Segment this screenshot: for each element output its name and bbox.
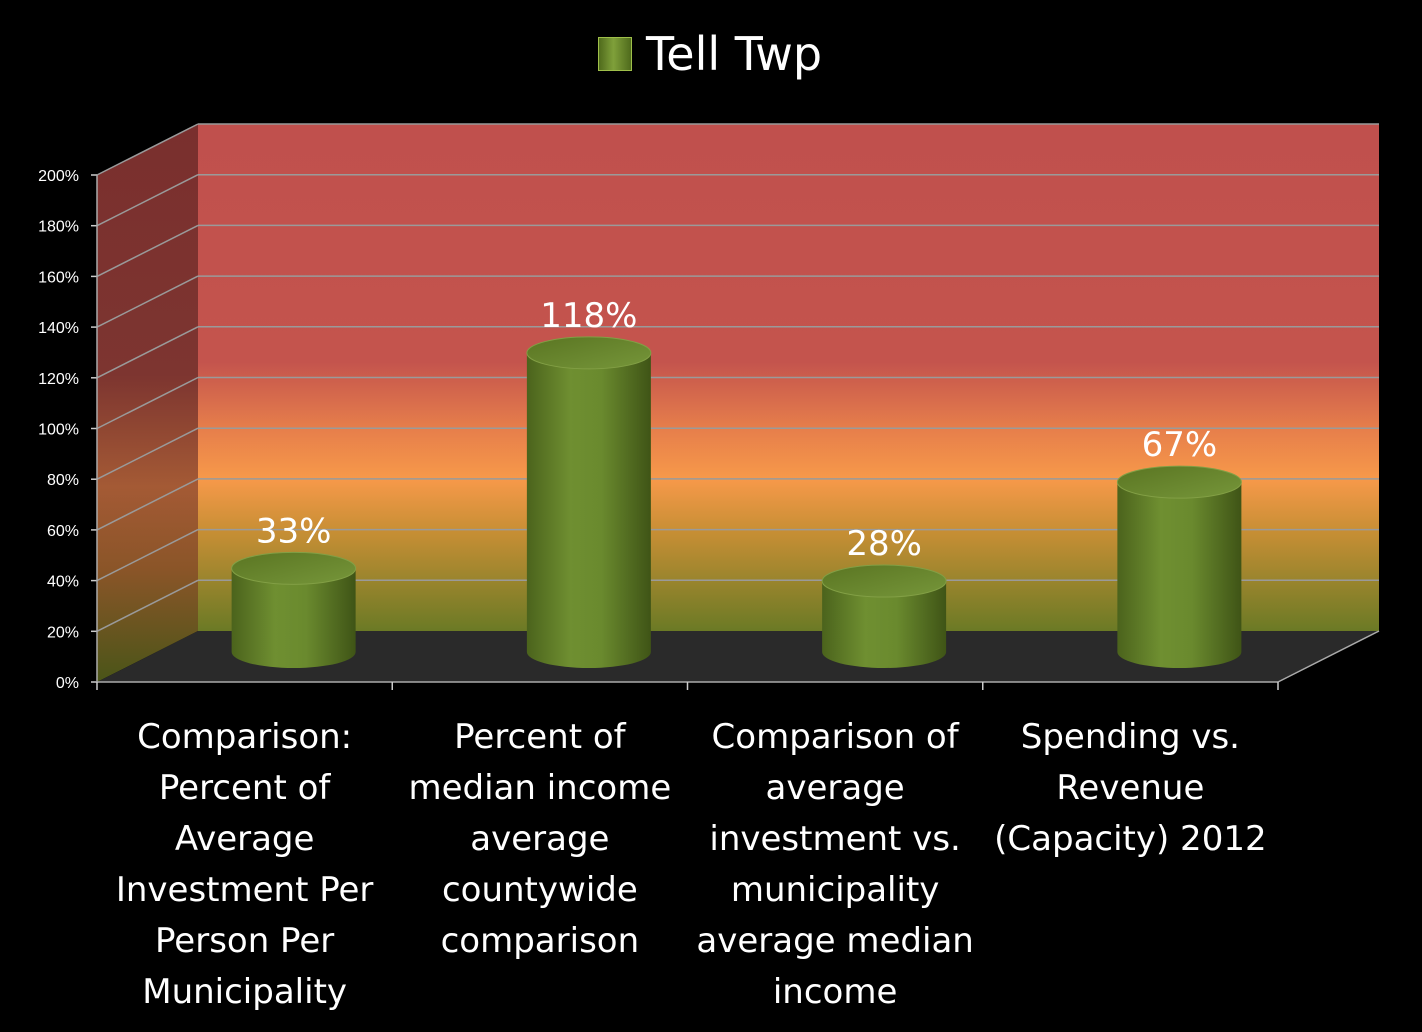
legend: Tell Twp xyxy=(598,26,822,82)
bar-top xyxy=(231,551,357,585)
y-tick-label: 80% xyxy=(47,472,79,489)
y-tick-label: 120% xyxy=(38,371,79,388)
y-tick-label: 100% xyxy=(38,422,79,439)
y-tick-label: 0% xyxy=(56,675,79,692)
gridline-side xyxy=(96,528,199,582)
gridline-side xyxy=(96,579,199,632)
y-tick-label: 180% xyxy=(38,219,79,236)
y-tick-label: 140% xyxy=(38,320,79,337)
gridline-side xyxy=(96,123,199,176)
gridline-side xyxy=(96,478,199,531)
bar xyxy=(822,581,947,668)
gridline-side xyxy=(96,174,199,227)
bar-top xyxy=(1116,465,1242,499)
legend-swatch xyxy=(598,37,632,71)
gridline-side xyxy=(96,326,199,379)
data-label: 118% xyxy=(540,296,637,336)
data-label: 33% xyxy=(256,511,332,551)
bar-top xyxy=(526,336,652,370)
floor-right-edge xyxy=(1277,630,1380,683)
y-tick-label: 40% xyxy=(47,574,79,591)
bar xyxy=(231,568,356,668)
category-label: Comparison of average investment vs. mun… xyxy=(696,717,974,1012)
data-label: 67% xyxy=(1142,425,1218,465)
gridline-side xyxy=(96,376,199,430)
legend-label-tell-twp: Tell Twp xyxy=(646,27,823,81)
bar xyxy=(526,352,651,668)
data-label: 28% xyxy=(846,524,922,564)
y-tick-label: 20% xyxy=(47,624,79,641)
category-label: Comparison: Percent of Average Investmen… xyxy=(115,717,374,1012)
category-label: Spending vs. Revenue (Capacity) 2012 xyxy=(994,717,1267,859)
plot-area: 0% 20% 40% 60% 80% 100% 120% 140% 160% 180% 200% 33… xyxy=(38,123,1380,692)
gridline-side xyxy=(96,427,199,480)
gridline-side xyxy=(96,224,199,278)
bar xyxy=(1117,482,1242,668)
gridline-side xyxy=(96,275,199,328)
category-label: Percent of median income average countyw… xyxy=(408,717,672,961)
y-tick-label: 200% xyxy=(38,168,79,185)
floor xyxy=(97,631,1379,682)
y-tick-label: 60% xyxy=(47,523,79,540)
bar-top xyxy=(821,564,947,598)
y-tick-label: 160% xyxy=(38,269,79,286)
